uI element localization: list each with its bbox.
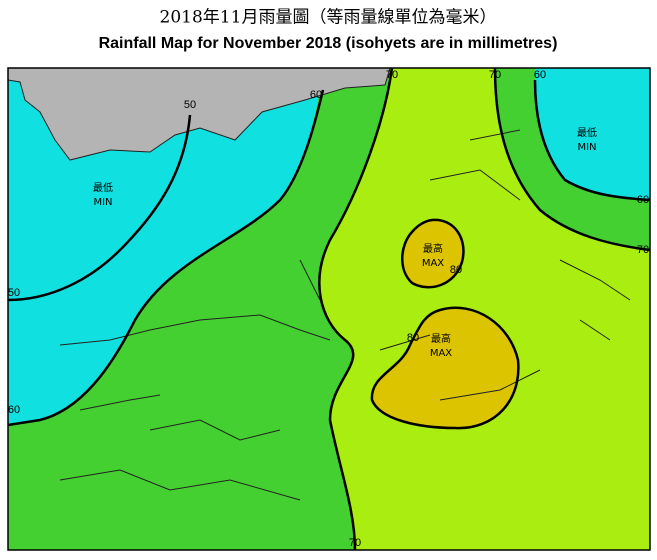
subtitle: Rainfall Map for November 2018 (isohyets… bbox=[99, 35, 558, 52]
isohyet bbox=[533, 79, 650, 202]
isohyet-label: 60 bbox=[534, 69, 546, 81]
max-label-en: MAX bbox=[430, 348, 452, 359]
isohyet bbox=[318, 68, 394, 550]
isohyet-label: 80 bbox=[407, 332, 419, 344]
isohyet-label: 60 bbox=[637, 194, 649, 206]
isohyet-label: 70 bbox=[386, 69, 398, 81]
min-label-zh: 最低 bbox=[577, 126, 597, 139]
isohyet-label: 80 bbox=[450, 264, 462, 276]
max-label-zh: 最高 bbox=[423, 242, 443, 255]
max-zone bbox=[371, 307, 519, 429]
max-label-en: MAX bbox=[422, 258, 444, 269]
max-label-zh: 最高 bbox=[431, 332, 451, 345]
coastline bbox=[59, 129, 631, 501]
isohyet-label: 60 bbox=[310, 89, 322, 101]
isohyet-label: 60 bbox=[8, 404, 20, 416]
min-label-zh: 最低 bbox=[93, 181, 113, 194]
isohyet-label: 50 bbox=[184, 99, 196, 111]
min-label-en: MIN bbox=[577, 142, 596, 153]
isohyet bbox=[401, 218, 465, 289]
mainland bbox=[8, 68, 391, 161]
zone-below-60-east bbox=[535, 68, 650, 200]
title: 2018年11月雨量圖（等雨量線單位為毫米） bbox=[160, 8, 497, 28]
isohyet-label: 70 bbox=[489, 69, 501, 81]
isohyet bbox=[8, 89, 325, 427]
isohyet-label: 50 bbox=[8, 287, 20, 299]
zone-below-60 bbox=[8, 68, 323, 425]
isohyet-label: 70 bbox=[637, 244, 649, 256]
map bbox=[8, 68, 650, 550]
map-frame bbox=[7, 67, 651, 551]
max-zone bbox=[402, 219, 464, 288]
isohyet bbox=[8, 114, 192, 302]
min-label-en: MIN bbox=[93, 197, 112, 208]
isohyet bbox=[370, 306, 520, 430]
isohyet bbox=[493, 68, 650, 252]
isohyet-label: 70 bbox=[349, 537, 361, 549]
